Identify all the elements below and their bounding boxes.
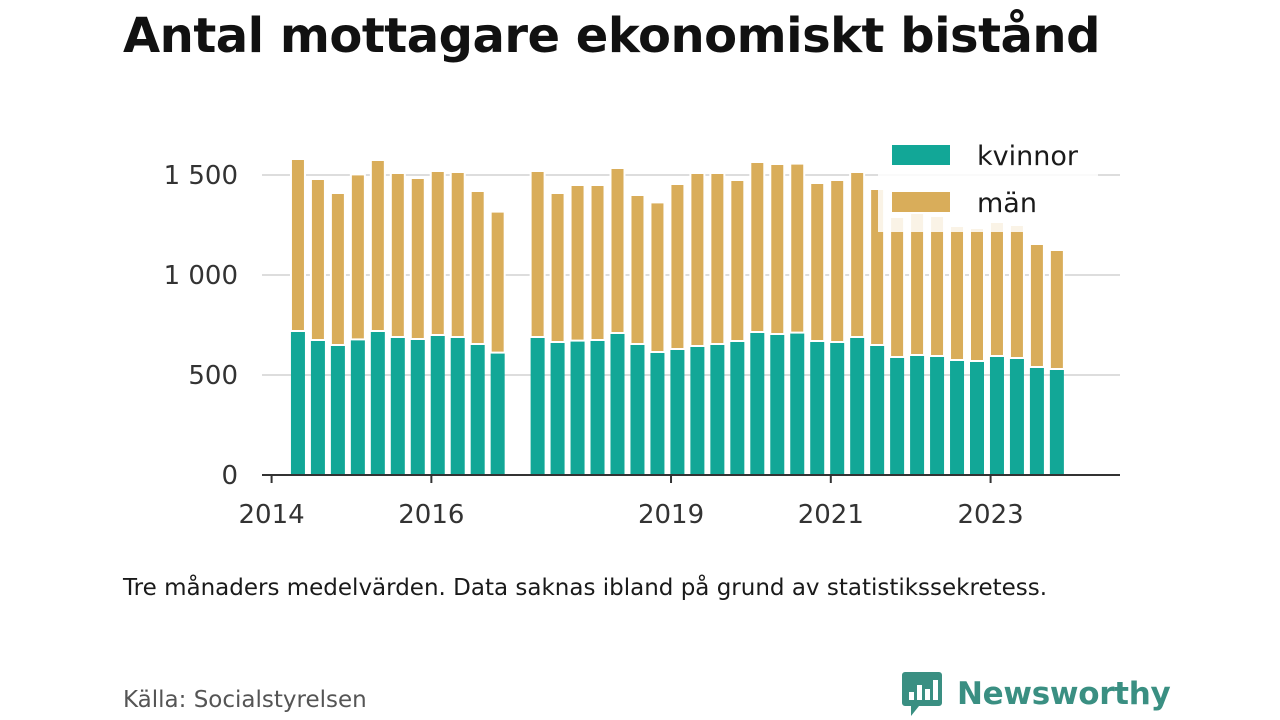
axes: 0 500 1 000 1 500 2014 2016 2019 2021 2023 [164, 161, 1120, 530]
bar-segment-man [1008, 224, 1025, 359]
bar-segment-kvinnor [730, 341, 745, 475]
brand-name: Newsworthy [957, 676, 1171, 712]
bar-segment-man [669, 183, 686, 350]
bar-segment-kvinnor [970, 361, 984, 475]
bar-segment-man [929, 215, 946, 357]
bar-segment-man [909, 212, 926, 356]
bar-segment-man [629, 194, 646, 345]
bar-segment-man [589, 184, 606, 341]
bar-segment-man [649, 201, 666, 353]
bar-segment-kvinnor [1029, 367, 1044, 475]
y-tick-label: 0 [221, 461, 238, 491]
source-note: Källa: Socialstyrelsen [123, 687, 367, 713]
bar-segment-kvinnor [950, 360, 965, 475]
bar-segment-kvinnor [1009, 358, 1024, 475]
bar-segment-kvinnor [550, 342, 565, 475]
bar-segment-kvinnor [810, 341, 825, 475]
bar-segment-man [309, 178, 326, 341]
bar-segment-kvinnor [410, 339, 425, 475]
x-tick-label: 2023 [957, 500, 1023, 530]
bar-segment-kvinnor [310, 340, 325, 475]
brand-logo: Newsworthy [901, 670, 1171, 718]
bar-segment-man [949, 225, 966, 361]
chart-title: Antal mottagare ekonomiskt bistånd [123, 8, 1100, 64]
bar-segment-kvinnor [690, 346, 705, 475]
bar-segment-man [849, 171, 866, 338]
bar-segment-man [988, 221, 1005, 357]
bar-segment-kvinnor [670, 349, 685, 475]
bar-segment-man [569, 184, 586, 342]
bar-segment-man [689, 172, 706, 347]
bar-segment-kvinnor [930, 356, 945, 475]
bar-segment-man [609, 167, 626, 334]
bar-segment-kvinnor [610, 333, 625, 475]
bar-segment-man [769, 163, 786, 335]
bar-segment-man [709, 172, 726, 345]
legend-label: kvinnor [977, 141, 1079, 172]
bar-segment-kvinnor [870, 345, 885, 475]
bar-segment-kvinnor [330, 345, 345, 475]
bar-segment-kvinnor [989, 356, 1004, 475]
legend-swatch [892, 192, 950, 212]
bar-segment-kvinnor [790, 332, 805, 475]
bar-segment-kvinnor [770, 334, 785, 475]
x-tick-label: 2021 [798, 500, 864, 530]
x-tick-label: 2019 [638, 500, 704, 530]
bar-segment-kvinnor [650, 352, 665, 475]
bar-segment-man [489, 210, 506, 354]
chart-caption: Tre månaders medelvärden. Data saknas ib… [123, 575, 1048, 601]
bar-segment-man [389, 172, 406, 338]
bar-segment-kvinnor [450, 337, 465, 475]
bar-segment-kvinnor [910, 355, 925, 475]
bar-segment-man [469, 190, 486, 345]
bar-segment-kvinnor [710, 344, 725, 475]
bar-segment-man [289, 158, 306, 332]
bar-segment-kvinnor [590, 340, 605, 475]
newsworthy-logo-icon [902, 672, 942, 716]
bar-segment-kvinnor [530, 337, 545, 475]
bar-segment-kvinnor [750, 332, 765, 475]
bar-segment-man [429, 170, 446, 336]
bar-segment-kvinnor [1049, 369, 1064, 475]
bar-segment-kvinnor [390, 337, 405, 475]
bar-segment-kvinnor [370, 331, 385, 475]
bar-segment-man [349, 173, 366, 341]
y-tick-label: 1 000 [164, 261, 238, 291]
bar-segment-man [789, 162, 806, 334]
bar-segment-man [829, 179, 846, 343]
bar-segment-kvinnor [830, 342, 845, 475]
y-tick-label: 500 [188, 361, 238, 391]
bar-segment-man [749, 161, 766, 333]
bar-segment-man [809, 182, 826, 342]
bar-segment-man [329, 192, 346, 346]
bar-segment-kvinnor [570, 340, 585, 475]
bar-segment-man [549, 192, 566, 343]
bar-segment-man [449, 171, 466, 338]
bar-segment-man [409, 177, 426, 340]
bar-segment-man [729, 179, 746, 342]
bar-segment-kvinnor [630, 344, 645, 475]
bar-segment-kvinnor [850, 337, 865, 475]
bar-segment-kvinnor [430, 335, 445, 475]
bars [289, 158, 1065, 475]
y-tick-label: 1 500 [164, 161, 238, 191]
bar-segment-kvinnor [290, 331, 305, 475]
bar-segment-kvinnor [470, 344, 485, 475]
bar-segment-man [1048, 249, 1065, 370]
legend-label: män [977, 188, 1037, 219]
bar-segment-man [1028, 243, 1045, 368]
x-tick-label: 2016 [398, 500, 464, 530]
bar-segment-kvinnor [350, 339, 365, 475]
legend: kvinnor män [878, 128, 1098, 232]
x-tick-label: 2014 [239, 500, 305, 530]
bar-segment-man [529, 170, 546, 338]
bar-segment-man [369, 159, 386, 332]
bar-segment-man [889, 216, 906, 358]
bar-segment-kvinnor [490, 352, 505, 475]
legend-swatch [892, 145, 950, 165]
bar-segment-kvinnor [890, 357, 905, 475]
bar-segment-man [969, 227, 985, 362]
